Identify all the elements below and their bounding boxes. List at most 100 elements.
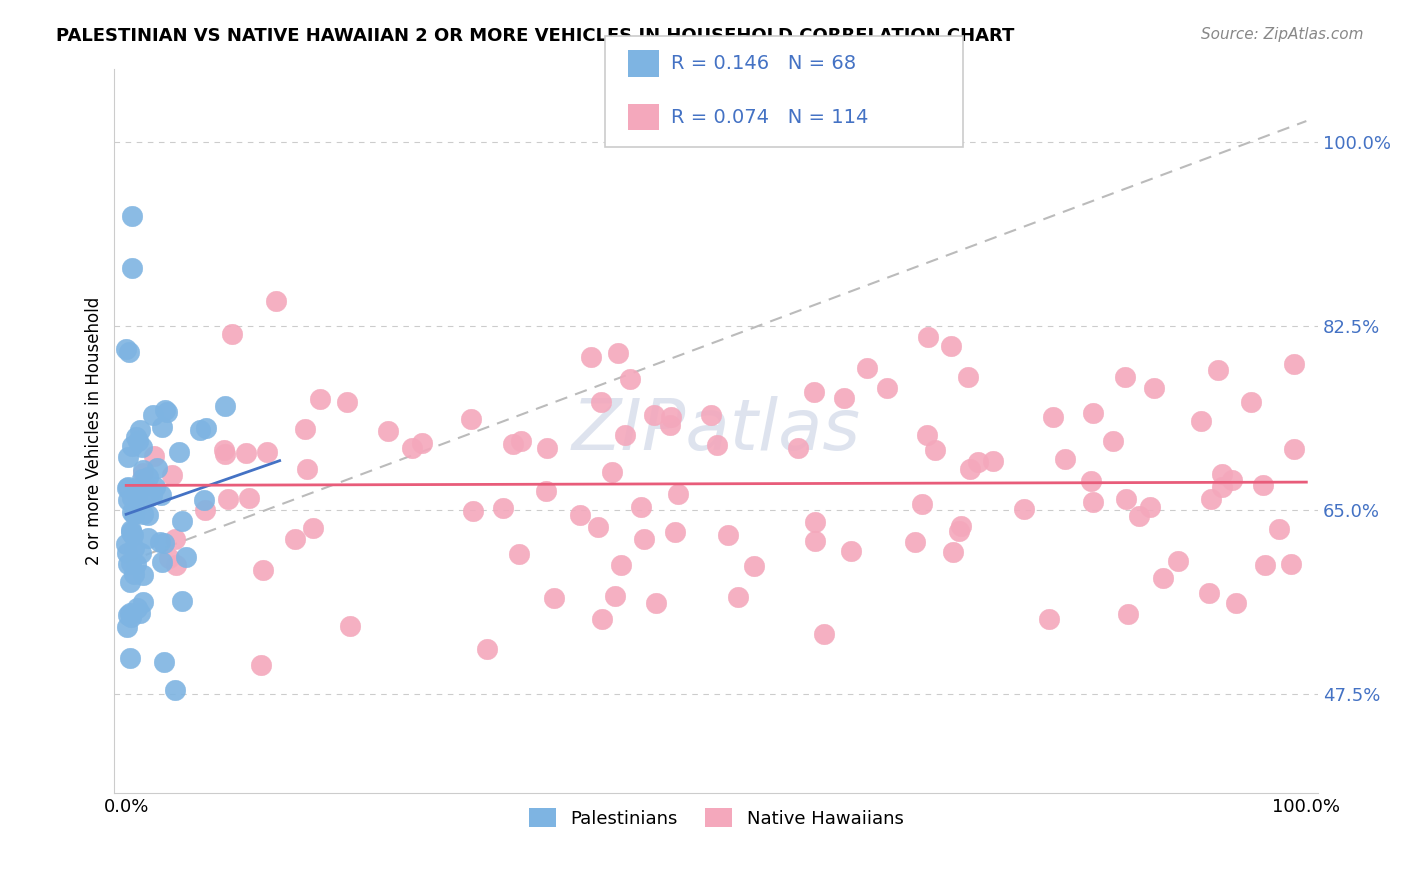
Point (125, 430, 148, 444)
Point (586, 520, 609, 534)
Point (125, 489, 148, 503)
Point (643, 408, 665, 422)
Point (1220, 474, 1243, 488)
Point (904, 535, 927, 549)
Point (613, 427, 636, 442)
Point (956, 370, 979, 384)
Point (1014, 501, 1036, 516)
Point (460, 412, 482, 426)
Point (152, 655, 174, 669)
Point (115, 343, 138, 357)
Point (132, 595, 155, 609)
Point (214, 399, 236, 413)
Point (132, 467, 155, 481)
Point (121, 491, 143, 506)
Point (915, 428, 938, 442)
Point (917, 330, 939, 344)
Point (813, 626, 835, 640)
Point (250, 657, 273, 672)
Point (120, 609, 142, 624)
Point (141, 488, 163, 502)
Legend: Palestinians, Native Hawaiians: Palestinians, Native Hawaiians (522, 801, 911, 835)
Point (149, 534, 172, 549)
Point (136, 508, 159, 522)
Point (167, 445, 190, 459)
Point (607, 346, 630, 360)
Point (120, 524, 142, 539)
Point (174, 550, 197, 565)
Point (117, 608, 139, 623)
Point (1102, 434, 1125, 448)
Point (568, 508, 591, 522)
Point (115, 481, 138, 495)
Point (136, 490, 159, 504)
Point (1152, 571, 1174, 585)
Point (633, 532, 655, 546)
Point (967, 455, 990, 469)
Point (143, 449, 166, 463)
Text: PALESTINIAN VS NATIVE HAWAIIAN 2 OR MORE VEHICLES IN HOUSEHOLD CORRELATION CHART: PALESTINIAN VS NATIVE HAWAIIAN 2 OR MORE… (56, 27, 1015, 45)
Point (1128, 509, 1150, 524)
Point (645, 596, 668, 610)
Point (136, 532, 159, 546)
Point (949, 518, 972, 533)
Point (336, 394, 359, 409)
Point (1118, 607, 1140, 622)
Point (120, 574, 142, 589)
Point (127, 600, 149, 615)
Point (121, 209, 143, 223)
Point (221, 327, 243, 342)
Point (294, 422, 316, 436)
Point (1281, 557, 1303, 571)
Point (834, 391, 856, 405)
Point (142, 408, 165, 422)
Point (600, 466, 623, 480)
Point (1211, 467, 1233, 481)
Point (591, 395, 613, 409)
Point (1115, 491, 1137, 506)
Text: Source: ZipAtlas.com: Source: ZipAtlas.com (1201, 27, 1364, 42)
Point (839, 544, 862, 558)
Point (948, 524, 970, 538)
Point (1083, 406, 1105, 420)
Point (122, 541, 145, 555)
Point (1282, 442, 1305, 456)
Point (163, 682, 186, 697)
Text: R = 0.146   N = 68: R = 0.146 N = 68 (671, 54, 856, 73)
Point (1081, 494, 1104, 508)
Point (117, 557, 139, 571)
Point (125, 558, 148, 572)
Point (165, 532, 187, 546)
Point (1042, 410, 1064, 425)
Point (579, 350, 602, 364)
Point (786, 441, 808, 455)
Point (120, 523, 142, 537)
Point (803, 385, 825, 400)
Point (508, 547, 530, 561)
Point (132, 463, 155, 477)
Point (959, 461, 981, 475)
Point (128, 423, 150, 437)
Point (165, 558, 187, 572)
Point (217, 491, 239, 506)
Point (502, 436, 524, 450)
Point (193, 492, 215, 507)
Point (136, 470, 159, 484)
Point (742, 559, 765, 574)
Point (214, 443, 236, 458)
Point (127, 483, 149, 497)
Point (145, 480, 167, 494)
Point (153, 536, 176, 550)
Point (603, 590, 626, 604)
Point (121, 528, 143, 542)
Point (1139, 500, 1161, 515)
Point (129, 546, 152, 560)
Point (132, 476, 155, 491)
Point (804, 534, 827, 549)
Point (252, 563, 274, 577)
Point (194, 503, 217, 517)
Point (461, 504, 484, 518)
Point (1254, 558, 1277, 572)
Point (284, 532, 307, 546)
Point (491, 500, 513, 515)
